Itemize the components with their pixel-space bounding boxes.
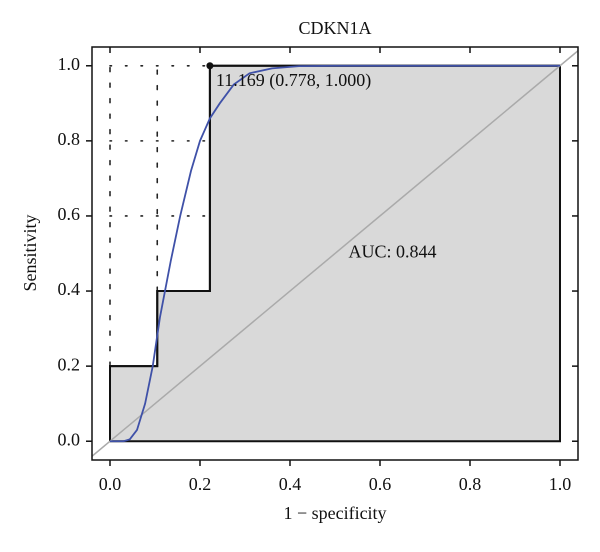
y-tick-label: 0.8 (58, 129, 81, 149)
x-tick-label: 0.2 (189, 474, 212, 494)
x-tick-label: 0.4 (279, 474, 302, 494)
y-tick-label: 0.4 (58, 279, 81, 299)
fit-curve (110, 64, 560, 443)
auc-label: AUC: 0.844 (349, 242, 437, 262)
x-tick-label: 0.0 (99, 474, 122, 494)
chart-title: CDKN1A (298, 18, 371, 38)
x-tick-label: 0.8 (459, 474, 482, 494)
x-tick-label: 0.6 (369, 474, 392, 494)
y-tick-label: 1.0 (58, 54, 81, 74)
y-tick-label: 0.0 (58, 429, 81, 449)
x-tick-label: 1.0 (549, 474, 572, 494)
reference-line (91, 50, 579, 457)
y-axis-label: Sensitivity (20, 214, 40, 291)
y-tick-label: 0.2 (58, 354, 81, 374)
cutoff-point (206, 62, 214, 70)
plot-frame (91, 46, 579, 461)
cutoff-label: 11.169 (0.778, 1.000) (216, 70, 371, 91)
x-axis-label: 1 − specificity (283, 503, 386, 523)
y-tick-label: 0.6 (58, 204, 81, 224)
